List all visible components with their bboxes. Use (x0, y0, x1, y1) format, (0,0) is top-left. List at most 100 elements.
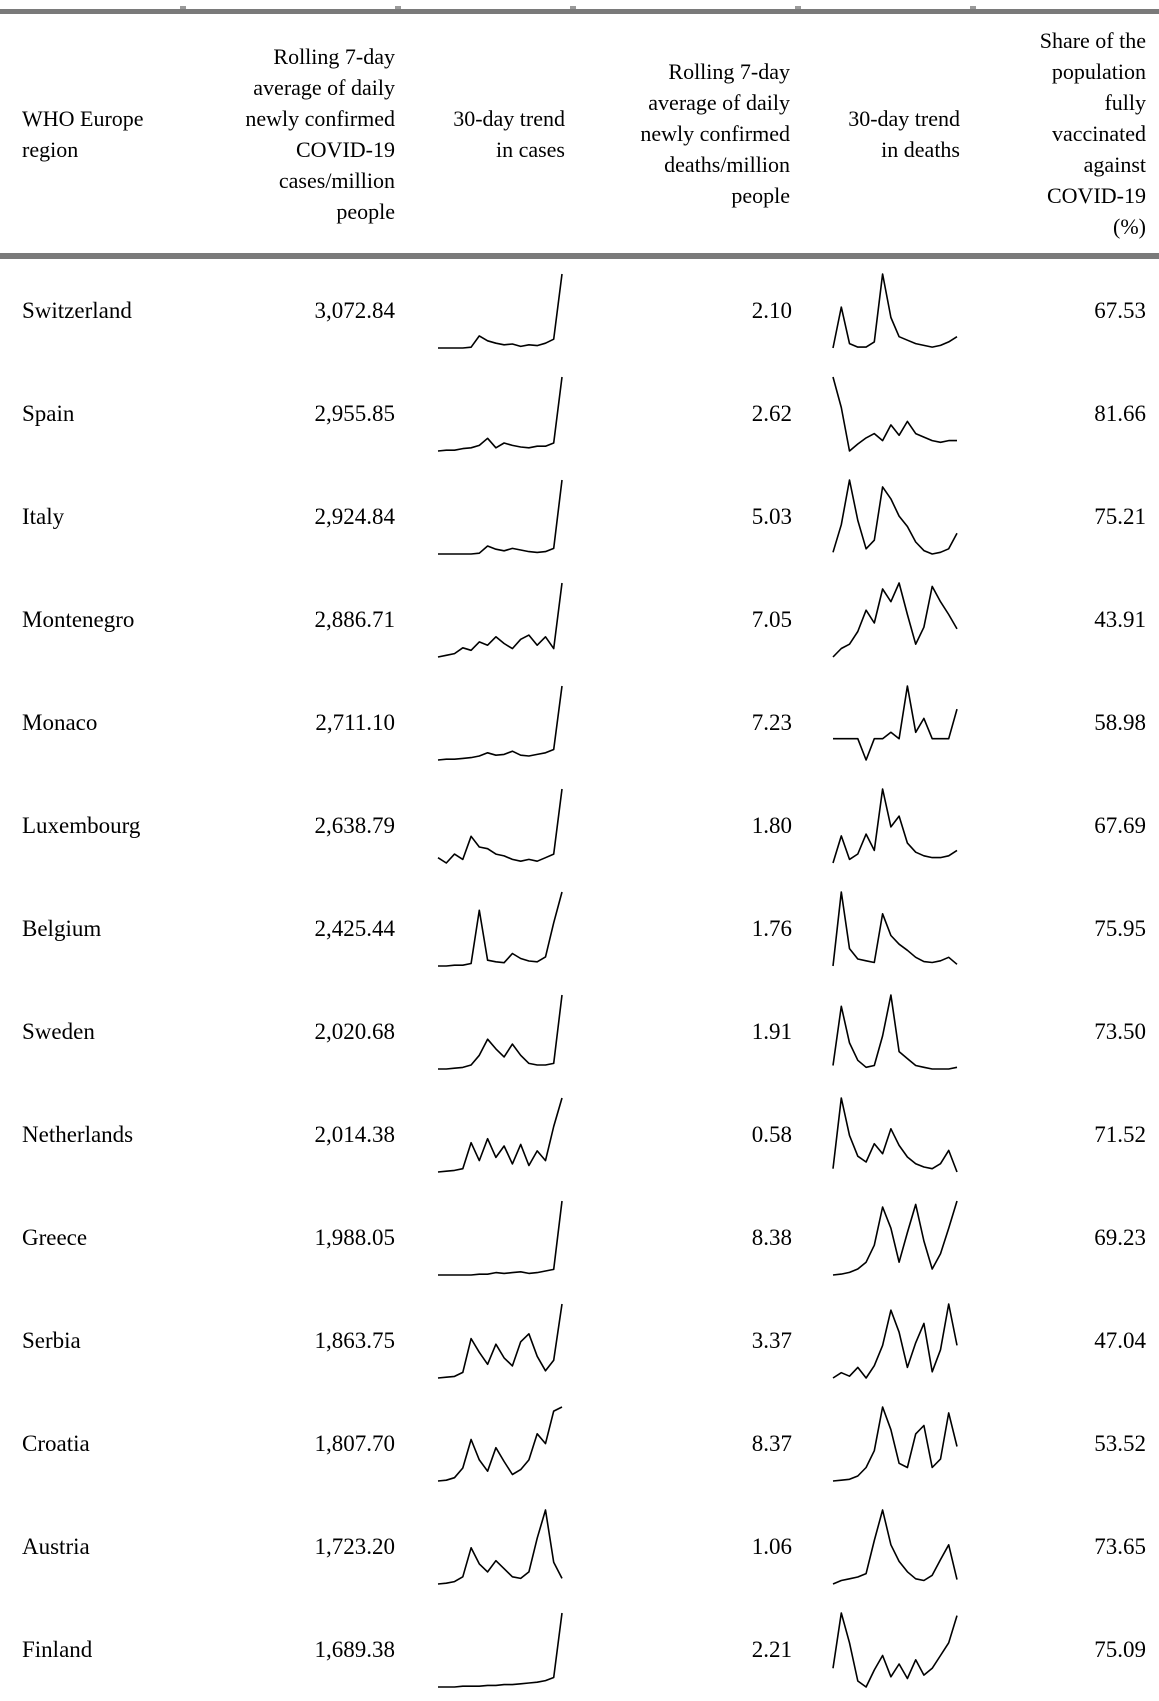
trend-line (832, 1611, 958, 1688)
cases-trend-sparkline (435, 1598, 565, 1701)
header-vaccinated-text: Share of the population fully vaccinated… (1039, 28, 1146, 239)
cases-cell: 2,711.10 (315, 709, 395, 735)
vaccinated-cell: 43.91 (1094, 606, 1146, 632)
trend-line (832, 478, 958, 555)
deaths-trend-svg (832, 1611, 958, 1688)
deaths-trend-svg (832, 993, 958, 1070)
deaths-trend-sparkline (830, 980, 960, 1083)
cases-trend-svg (438, 273, 563, 349)
trend-line (832, 1096, 958, 1172)
header-deaths-avg-text: Rolling 7-day average of daily newly con… (640, 59, 790, 208)
cases-trend-sparkline (435, 774, 565, 877)
deaths-trend-svg (832, 787, 958, 863)
region-cell: Finland (22, 1636, 93, 1662)
cases-trend-svg (438, 1612, 563, 1688)
table-row: Switzerland 3,072.84 2.10 67.53 (0, 259, 1159, 362)
cases-trend-sparkline (435, 362, 565, 465)
header-cases-avg-text: Rolling 7-day average of daily newly con… (245, 43, 395, 224)
cases-trend-svg (437, 582, 563, 658)
cases-trend-sparkline (435, 465, 565, 568)
cases-cell: 1,723.20 (314, 1533, 396, 1559)
header-region-text: WHO Europe region (22, 105, 144, 162)
deaths-trend-svg (833, 684, 958, 761)
deaths-cell: 7.05 (751, 606, 792, 632)
deaths-cell: 2.62 (751, 400, 792, 426)
cases-trend-sparkline (435, 259, 565, 362)
deaths-cell: 3.37 (751, 1327, 792, 1353)
region-cell: Netherlands (22, 1121, 134, 1147)
cases-cell: 1,988.05 (314, 1224, 396, 1250)
cases-cell: 1,689.38 (314, 1636, 396, 1662)
table-row: Sweden 2,020.68 1.91 73.50 (0, 980, 1159, 1083)
trend-line (832, 1200, 958, 1276)
region-cell: Sweden (22, 1018, 95, 1044)
trend-line (437, 1097, 563, 1173)
vaccinated-cell: 58.98 (1094, 709, 1146, 735)
header-cases-trend: 30-day trend in cases (410, 14, 565, 253)
cases-trend-svg (437, 788, 563, 864)
region-cell: Greece (22, 1224, 88, 1250)
deaths-cell: 1.91 (751, 1018, 792, 1044)
vaccinated-cell: 67.53 (1094, 297, 1146, 323)
header-deaths-trend: 30-day trend in deaths (800, 14, 960, 253)
cases-trend-svg (438, 994, 563, 1070)
deaths-trend-sparkline (830, 465, 960, 568)
cases-trend-sparkline (435, 1083, 565, 1186)
cases-trend-svg (437, 685, 563, 761)
deaths-cell: 1.80 (751, 812, 792, 838)
deaths-cell: 2.10 (751, 297, 792, 323)
trend-line (832, 890, 958, 966)
cases-cell: 1,807.70 (314, 1430, 396, 1456)
header-deaths-trend-text: 30-day trend in deaths (848, 105, 960, 162)
cases-trend-svg (437, 1303, 563, 1379)
deaths-trend-sparkline (830, 1083, 960, 1186)
trend-line (832, 1302, 958, 1379)
deaths-trend-sparkline (830, 259, 960, 362)
vaccinated-cell: 73.65 (1094, 1533, 1146, 1559)
cases-trend-svg (437, 1405, 563, 1482)
vaccinated-cell: 75.95 (1094, 915, 1146, 941)
trend-line (437, 1508, 563, 1585)
cases-trend-svg (438, 479, 563, 555)
deaths-trend-svg (832, 890, 958, 966)
trend-line (833, 684, 958, 761)
deaths-trend-sparkline (830, 1598, 960, 1701)
trend-line (832, 787, 958, 863)
trend-line (832, 1508, 958, 1585)
deaths-cell: 8.37 (751, 1430, 792, 1456)
table-row: Croatia 1,807.70 8.37 53.52 (0, 1392, 1159, 1495)
deaths-trend-sparkline (830, 1289, 960, 1392)
header-cases-trend-text: 30-day trend in cases (453, 105, 565, 162)
cases-cell: 2,638.79 (314, 812, 396, 838)
table-row: Spain 2,955.85 2.62 81.66 (0, 362, 1159, 465)
deaths-trend-svg (832, 272, 958, 348)
cases-cell: 2,020.68 (314, 1018, 396, 1044)
cases-cell: 2,425.44 (314, 915, 396, 941)
deaths-trend-sparkline (830, 774, 960, 877)
table-row: Luxembourg 2,638.79 1.80 67.69 (0, 774, 1159, 877)
trend-line (832, 376, 957, 452)
trend-line (438, 891, 563, 967)
vaccinated-cell: 81.66 (1094, 400, 1146, 426)
table-row: Netherlands 2,014.38 0.58 71.52 (0, 1083, 1159, 1186)
trend-line (832, 993, 958, 1070)
trend-line (437, 1405, 563, 1482)
deaths-trend-svg (832, 581, 958, 658)
cases-cell: 2,924.84 (314, 503, 396, 529)
cases-trend-sparkline (435, 671, 565, 774)
vaccinated-cell: 71.52 (1094, 1121, 1146, 1147)
cases-cell: 1,863.75 (314, 1327, 396, 1353)
table-row: Finland 1,689.38 2.21 75.09 (0, 1598, 1159, 1701)
deaths-cell: 2.21 (751, 1636, 792, 1662)
header-region: WHO Europe region (22, 14, 192, 253)
deaths-cell: 7.23 (751, 709, 792, 735)
cases-cell: 3,072.84 (314, 297, 396, 323)
header-vaccinated: Share of the population fully vaccinated… (980, 14, 1146, 253)
cases-trend-svg (438, 1200, 563, 1276)
trend-line (438, 1200, 563, 1276)
trend-line (437, 376, 563, 452)
deaths-trend-svg (832, 1200, 958, 1276)
header-deaths-avg: Rolling 7-day average of daily newly con… (580, 14, 790, 253)
trend-line (438, 273, 563, 349)
table-row: Greece 1,988.05 8.38 69.23 (0, 1186, 1159, 1289)
